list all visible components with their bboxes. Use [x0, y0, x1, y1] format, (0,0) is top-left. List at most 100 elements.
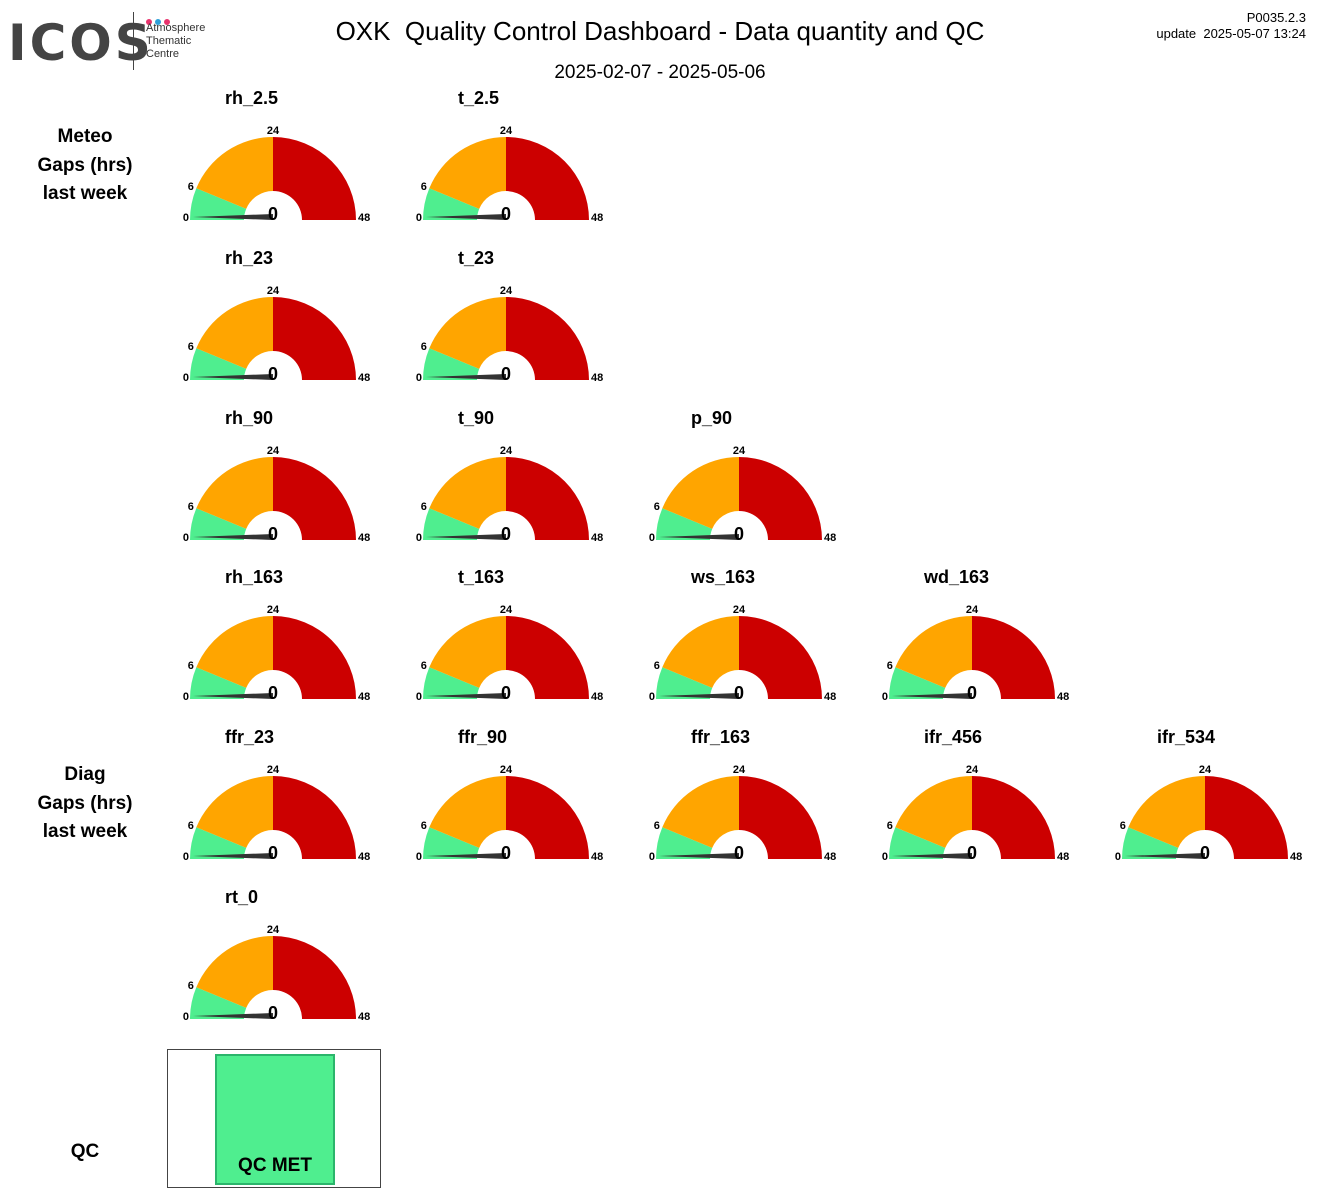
gauge-band-green [656, 827, 713, 859]
gauge-band-orange [1128, 776, 1205, 848]
gauge-tick-label: 24 [500, 445, 513, 457]
gauge-value: 0 [268, 843, 278, 863]
gauge-band-orange [895, 776, 972, 848]
qc-status-label: QC MET [238, 1155, 312, 1176]
gauge-value: 0 [501, 524, 511, 544]
gauge-tick-label: 0 [416, 691, 422, 703]
gauge-tick-label: 48 [824, 691, 836, 703]
gauge-tick-label: 6 [188, 660, 194, 672]
section-label-line: Gaps (hrs) [37, 154, 133, 176]
qc-panel: QC MET [167, 1049, 381, 1188]
gauge-band-red [739, 616, 822, 699]
gauge-tick-label: 6 [654, 501, 660, 513]
gauge: rh_90 0 0 6 24 48 [183, 408, 370, 544]
gauge-band-red [506, 297, 589, 380]
gauge: t_163 0 0 6 24 48 [416, 567, 603, 703]
section-label-diag: Diag Gaps (hrs) last week [15, 761, 155, 847]
logo-dot [164, 19, 170, 25]
gauge: rh_23 0 0 6 24 48 [183, 248, 370, 384]
gauge-tick-label: 0 [183, 372, 189, 384]
gauge-title: rh_90 [225, 408, 273, 428]
gauge-needle [659, 534, 739, 540]
gauge-band-red [739, 457, 822, 540]
gauge-tick-label: 24 [267, 924, 280, 936]
gauge-band-green [423, 348, 480, 380]
gauge-band-green [889, 827, 946, 859]
gauge-tick-label: 0 [649, 532, 655, 544]
gauge-title: wd_163 [923, 567, 989, 587]
gauge-value: 0 [268, 364, 278, 384]
gauge-band-orange [662, 776, 739, 848]
gauge-value: 0 [268, 524, 278, 544]
gauge-title: ifr_456 [924, 727, 982, 747]
gauge-tick-label: 24 [733, 764, 746, 776]
gauge-band-green [423, 667, 480, 699]
gauge-tick-label: 48 [824, 851, 836, 863]
gauge-needle [426, 534, 506, 540]
gauge-tick-label: 0 [183, 532, 189, 544]
gauge-band-red [273, 936, 356, 1019]
gauge-needle [1125, 853, 1205, 859]
gauge-tick-label: 6 [188, 501, 194, 513]
gauge-value: 0 [734, 683, 744, 703]
gauge-title: ifr_534 [1157, 727, 1215, 747]
gauge: t_23 0 0 6 24 48 [416, 248, 603, 384]
gauge-tick-label: 6 [654, 660, 660, 672]
gauge-needle [193, 1013, 273, 1019]
gauge-tick-label: 0 [416, 212, 422, 224]
gauge-value: 0 [501, 683, 511, 703]
gauge-tick-label: 0 [416, 532, 422, 544]
section-label-qc: QC [70, 1141, 100, 1162]
gauge-band-red [506, 616, 589, 699]
gauge-tick-label: 48 [358, 372, 370, 384]
gauge-tick-label: 24 [267, 445, 280, 457]
gauge: rh_2.5 0 0 6 24 48 [183, 88, 370, 224]
logo-line: Atmosphere [146, 22, 206, 34]
logo-line: Centre [146, 48, 180, 60]
gauge-band-red [1205, 776, 1288, 859]
gauge-title: ffr_163 [691, 727, 750, 747]
gauge-tick-label: 24 [733, 445, 746, 457]
gauge-needle [659, 693, 739, 699]
gauge: ffr_90 0 0 6 24 48 [416, 727, 603, 863]
gauge-tick-label: 48 [358, 532, 370, 544]
gauge-tick-label: 48 [358, 212, 370, 224]
gauge-tick-label: 48 [591, 372, 603, 384]
gauge-band-green [423, 188, 480, 220]
gauge-band-green [190, 987, 247, 1019]
section-label-line: Gaps (hrs) [37, 792, 133, 814]
gauge-band-orange [196, 456, 273, 529]
section-label-line: last week [42, 183, 128, 204]
gauge-tick-label: 48 [591, 212, 603, 224]
gauge-title: t_23 [458, 248, 494, 268]
page-title: OXK Quality Control Dashboard - Data qua… [335, 16, 985, 46]
gauge-tick-label: 6 [421, 341, 427, 353]
gauge-value: 0 [268, 683, 278, 703]
gauge-tick-label: 24 [267, 285, 280, 297]
gauge-tick-label: 48 [591, 691, 603, 703]
gauge-band-orange [429, 615, 506, 688]
gauge-band-orange [196, 137, 273, 209]
logo-dots [146, 12, 173, 30]
gauge-band-orange [429, 457, 506, 529]
gauge-value: 0 [967, 683, 977, 703]
gauge-title: rh_2.5 [225, 88, 278, 108]
gauge: ifr_534 0 0 6 24 48 [1115, 727, 1302, 863]
gauge-band-red [273, 457, 356, 540]
gauge-band-orange [662, 457, 739, 529]
gauge-band-green [190, 508, 247, 540]
gauge-tick-label: 6 [188, 980, 194, 992]
gauge-band-green [190, 348, 247, 380]
gauge: ffr_163 0 0 6 24 48 [649, 727, 836, 863]
gauge-needle [426, 693, 506, 699]
gauge-tick-label: 6 [887, 660, 893, 672]
gauge-needle [193, 374, 273, 380]
logo-wordmark: ICOS [8, 14, 154, 72]
gauge-value: 0 [734, 843, 744, 863]
gauge-needle [892, 853, 972, 859]
gauge-value: 0 [501, 843, 511, 863]
icos-logo: ICOS Atmosphere Thematic Centre [8, 10, 223, 72]
gauge-band-orange [196, 936, 273, 1008]
gauge-tick-label: 48 [591, 532, 603, 544]
gauge-band-red [739, 776, 822, 859]
